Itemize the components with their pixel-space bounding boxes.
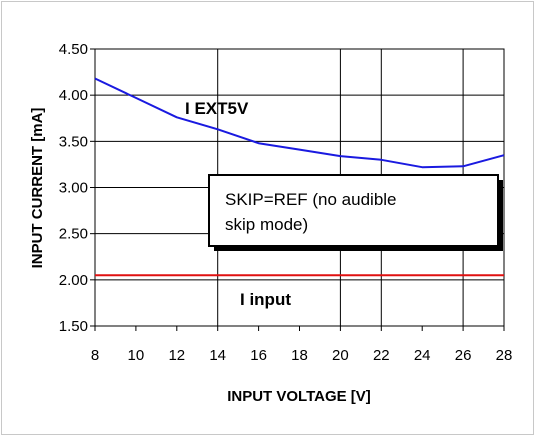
series-line-0 — [94, 77, 505, 169]
y-tick-label: 4.50 — [59, 41, 88, 58]
y-tick-label: 2.50 — [59, 226, 88, 243]
x-tick-label: 24 — [414, 347, 431, 364]
y-axis-label: INPUT CURRENT [mA] — [29, 108, 46, 269]
y-tick-label: 3.50 — [59, 133, 88, 150]
series-label-ext5v: I EXT5V — [185, 99, 249, 118]
annotation-line-1: SKIP=REF (no audible — [225, 190, 397, 209]
x-axis-ticks: 8 10 12 14 16 18 20 22 24 26 28 — [91, 326, 513, 364]
y-tick-label: 1.50 — [59, 318, 88, 335]
x-tick-label: 28 — [496, 347, 513, 364]
x-tick-label: 8 — [91, 347, 99, 364]
y-tick-label: 2.00 — [59, 272, 88, 289]
x-tick-label: 16 — [250, 347, 267, 364]
x-tick-label: 10 — [128, 347, 145, 364]
x-tick-label: 14 — [209, 347, 226, 364]
x-tick-label: 20 — [332, 347, 349, 364]
x-tick-label: 12 — [168, 347, 185, 364]
annotation-line-2: skip mode) — [225, 215, 308, 234]
x-tick-label: 18 — [291, 347, 308, 364]
x-axis-label: INPUT VOLTAGE [V] — [227, 388, 371, 405]
annotation-box: SKIP=REF (no audible skip mode) — [208, 174, 503, 251]
y-tick-label: 4.00 — [59, 87, 88, 104]
series-label-input: I input — [240, 290, 291, 309]
y-tick-label: 3.00 — [59, 180, 88, 197]
series-layer — [94, 77, 505, 277]
x-tick-label: 26 — [455, 347, 472, 364]
x-tick-label: 22 — [373, 347, 390, 364]
y-axis-ticks: 1.50 2.00 2.50 3.00 3.50 4.00 4.50 — [59, 41, 95, 335]
